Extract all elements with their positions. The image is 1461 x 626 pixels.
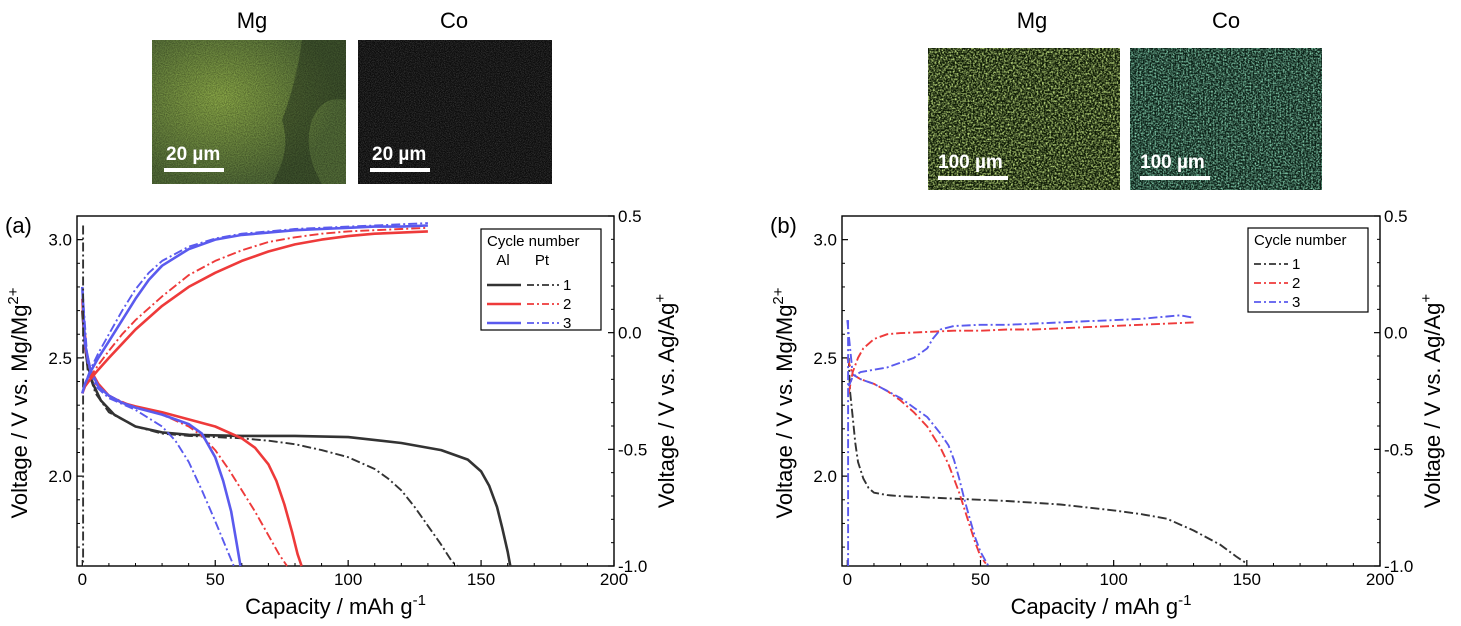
y2-axis-label: Voltage / V vs. Ag/Ag+ (1418, 294, 1445, 508)
plot-frame (76, 215, 615, 567)
map-label-mg-left: Mg (236, 8, 268, 33)
y-tick-label: 2.5 (813, 349, 837, 368)
scale-bar (164, 168, 224, 172)
series-cycle-2-al-charge (81, 230, 428, 394)
chart-a: 0 50 100 150 200 2.0 2.5 3.0 -1.0 -0.5 0.0 0.5 Capac… (5, 207, 679, 619)
y-axis-label-superscript: 2+ (5, 287, 22, 304)
scale-label: 20 µm (166, 144, 221, 165)
legend-column-al: Al (496, 252, 509, 269)
x-tick-label: 150 (1233, 570, 1261, 589)
x-tick-label: 150 (467, 570, 495, 589)
x-axis-label-superscript: -1 (1178, 592, 1191, 609)
series-cycle-3-discharge (846, 320, 990, 567)
eds-map-mg-left-image (152, 40, 346, 184)
y2-axis-label-group: Voltage / V vs. Ag/Ag+ (1418, 294, 1445, 508)
legend-column-pt: Pt (535, 252, 550, 269)
chart-b: 0 50 100 150 200 2.0 2.5 3.0 -1.0 -0.5 0.0 0.5 Capac… (770, 207, 1445, 619)
scale-bar (938, 176, 1008, 180)
legend-entry-label: 1 (1292, 256, 1300, 273)
eds-map-co-left-image (358, 40, 552, 184)
eds-map-co-right-image (1130, 48, 1322, 190)
y2-tick-label: 0.5 (618, 207, 642, 226)
series-cycle-1-pt-discharge (81, 310, 458, 567)
y-tick-label: 2.0 (813, 467, 837, 486)
eds-map-mg-right-image (928, 48, 1120, 190)
y-axis-label: Voltage / V vs. Mg/Mg2+ (770, 287, 797, 518)
x-tick-label: 100 (334, 570, 362, 589)
x-tick-label: 200 (600, 570, 628, 589)
y-axis-label-group: Voltage / V vs. Mg/Mg2+ (770, 287, 797, 518)
y-tick-label: 2.5 (48, 349, 72, 368)
y2-axis-label-superscript: + (652, 294, 669, 303)
legend-box (1247, 227, 1369, 313)
scale-bar (1140, 176, 1210, 180)
series-cycle-2-al-discharge (81, 298, 303, 567)
y2-tick-label: -0.5 (618, 440, 647, 459)
y2-tick-label: -1.0 (618, 557, 647, 576)
map-label-mg-right: Mg (1016, 8, 1048, 33)
panel-label: (a) (5, 213, 32, 238)
series-cycle-3-pt-discharge (81, 286, 235, 567)
y2-axis-label: Voltage / V vs. Ag/Ag+ (652, 294, 679, 508)
y2-axis-label-group: Voltage / V vs. Ag/Ag+ (652, 294, 679, 508)
y2-axis-label-superscript: + (1418, 294, 1435, 303)
x-tick-label: 200 (1366, 570, 1394, 589)
scale-bar (370, 168, 430, 172)
series-cycle-2-discharge (846, 357, 987, 565)
y-axis-label-superscript: 2+ (770, 287, 787, 304)
x-tick-label: 0 (78, 570, 87, 589)
series-cycle-2-pt-discharge (81, 298, 288, 567)
scale-label: 100 µm (1140, 152, 1205, 173)
y-axis-label: Voltage / V vs. Mg/Mg2+ (5, 287, 32, 518)
legend-entry-label: 2 (1292, 275, 1300, 292)
y-tick-label: 2.0 (48, 467, 72, 486)
series-cycle-3-al-charge (81, 224, 428, 394)
series-cycle-2-charge (847, 321, 1194, 394)
series-cycle-3-charge (847, 314, 1194, 387)
plot-frame (841, 215, 1381, 567)
x-axis-label-superscript: -1 (413, 592, 426, 609)
eds-map-mg-right: 100 µm (928, 48, 1120, 190)
y-tick-label: 3.0 (48, 231, 72, 250)
x-tick-label: 50 (206, 570, 225, 589)
map-label-co-right: Co (1211, 8, 1241, 33)
scale-label: 100 µm (938, 152, 1003, 173)
y2-tick-label: 0.0 (618, 324, 642, 343)
y2-tick-label: -1.0 (1384, 557, 1413, 576)
panel-label: (b) (770, 213, 797, 238)
legend-box (480, 228, 602, 331)
series-cycle-1-discharge (847, 357, 1248, 565)
eds-map-co-left: 20 µm (358, 40, 552, 184)
legend-entry-label: 3 (563, 315, 571, 332)
legend-entry-label: 3 (1292, 294, 1300, 311)
legend-title: Cycle number (1254, 232, 1347, 249)
x-axis-label: Capacity / mAh g-1 (245, 592, 426, 619)
eds-map-co-right: 100 µm (1130, 48, 1322, 190)
map-label-co-left: Co (439, 8, 469, 33)
legend-entry-label: 1 (563, 277, 571, 294)
series-cycle-3-pt-charge (81, 222, 428, 394)
eds-map-mg-left: 20 µm (152, 40, 346, 184)
y-tick-label: 3.0 (813, 231, 837, 250)
series-cycle-1-al-discharge (81, 310, 512, 567)
x-tick-label: 100 (1099, 570, 1127, 589)
legend-title: Cycle number (487, 233, 580, 250)
y2-tick-label: 0.5 (1384, 207, 1408, 226)
y2-tick-label: 0.0 (1384, 324, 1408, 343)
y2-tick-label: -0.5 (1384, 440, 1413, 459)
scale-label: 20 µm (372, 144, 427, 165)
x-axis-label: Capacity / mAh g-1 (1011, 592, 1192, 619)
series-cycle-2-pt-charge (81, 226, 428, 394)
y-axis-label-group: Voltage / V vs. Mg/Mg2+ (5, 287, 32, 518)
x-tick-label: 50 (971, 570, 990, 589)
x-tick-label: 0 (843, 570, 852, 589)
legend-entry-label: 2 (563, 296, 571, 313)
